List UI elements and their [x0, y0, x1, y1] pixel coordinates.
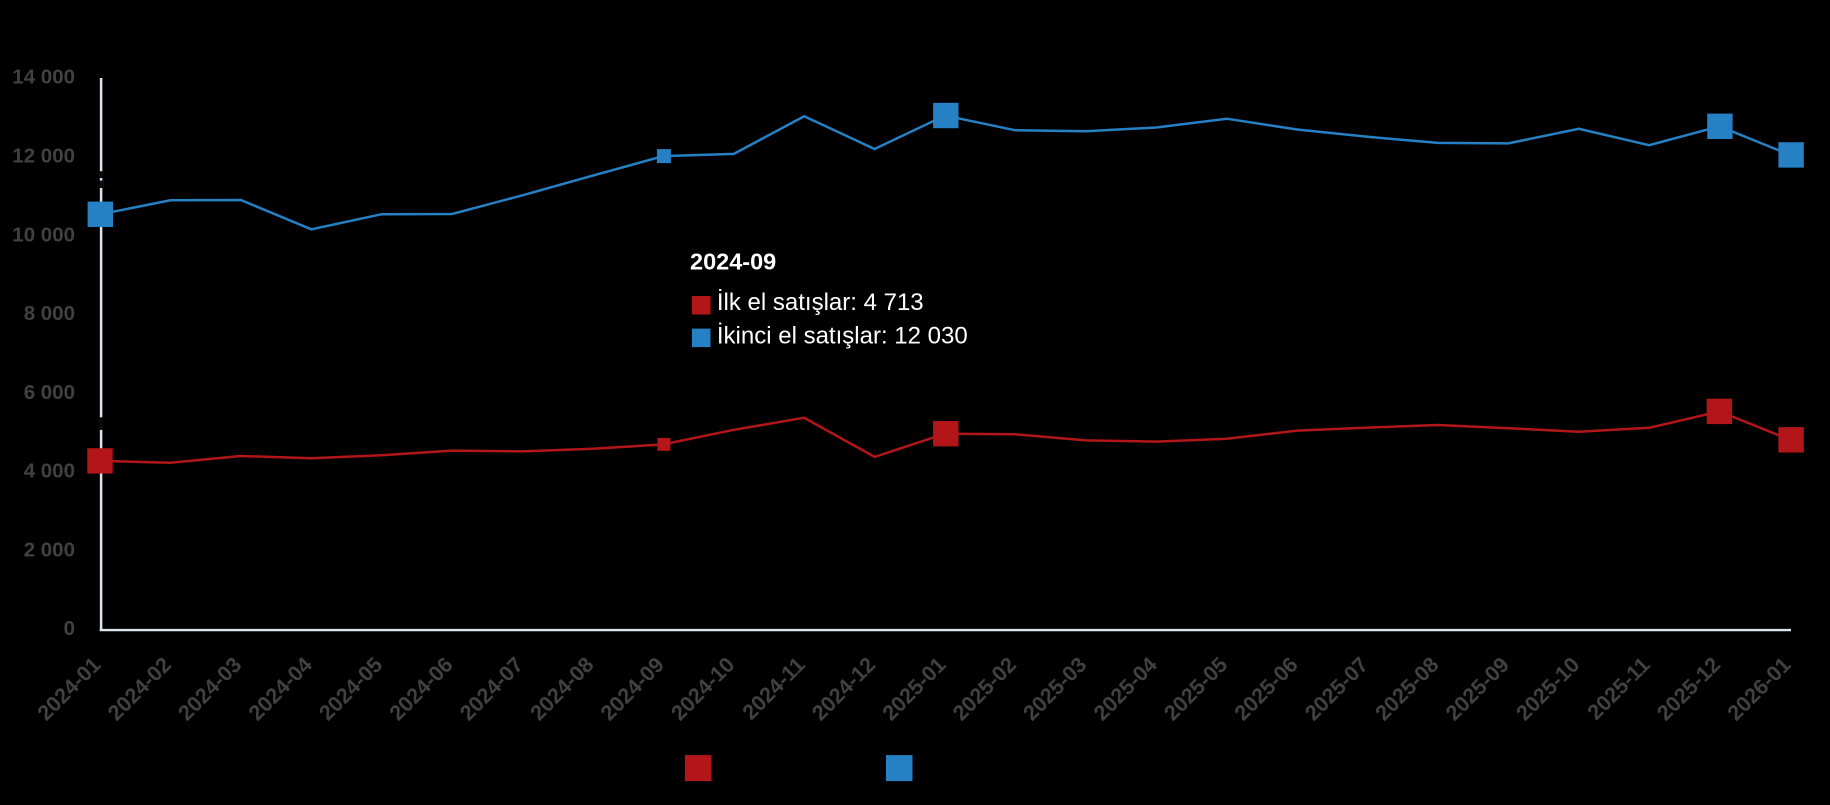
svg-text:2025-11: 2025-11	[1583, 653, 1655, 725]
svg-text:2025-12: 2025-12	[1652, 653, 1725, 726]
svg-text:6 000: 6 000	[24, 381, 75, 404]
svg-text:2024-02: 2024-02	[103, 653, 176, 726]
svg-text:2024-09: 2024-09	[596, 653, 669, 726]
svg-text:10 000: 10 000	[12, 223, 75, 246]
svg-text:2025-08: 2025-08	[1371, 653, 1444, 726]
svg-text:2024-06: 2024-06	[385, 653, 458, 726]
svg-text:4 000: 4 000	[24, 460, 75, 483]
svg-text:12 000: 12 000	[12, 145, 75, 168]
svg-text:2026-01: 2026-01	[1723, 653, 1796, 726]
svg-text:8 000: 8 000	[24, 302, 75, 325]
svg-text:2025-10: 2025-10	[1512, 653, 1585, 726]
svg-text:2024-10: 2024-10	[667, 653, 740, 726]
svg-text:2024-08: 2024-08	[526, 653, 599, 726]
svg-text:2024-09: 2024-09	[690, 249, 776, 275]
svg-text:İlk el satışlar: 4 713: İlk el satışlar: 4 713	[717, 289, 924, 316]
svg-text:2 000: 2 000	[24, 538, 75, 561]
svg-text:2025-02: 2025-02	[948, 653, 1021, 726]
svg-text:14 000: 14 000	[12, 66, 75, 89]
svg-text:2025-01: 2025-01	[878, 653, 951, 726]
svg-text:2024-12: 2024-12	[807, 653, 880, 726]
svg-text:2025-09: 2025-09	[1441, 653, 1514, 726]
svg-text:2025-05: 2025-05	[1159, 653, 1232, 726]
svg-text:2024-04: 2024-04	[244, 653, 317, 726]
svg-text:2024-07: 2024-07	[455, 653, 528, 726]
svg-text:2024-05: 2024-05	[314, 653, 387, 726]
svg-text:İkinci el satışlar: 12 030: İkinci el satışlar: 12 030	[717, 323, 968, 350]
svg-text:0: 0	[64, 617, 75, 640]
svg-text:2024-01: 2024-01	[33, 653, 106, 726]
svg-text:2025-06: 2025-06	[1230, 653, 1303, 726]
svg-text:2025-04: 2025-04	[1089, 653, 1162, 726]
svg-text:2025-07: 2025-07	[1300, 653, 1373, 726]
svg-text:2025-03: 2025-03	[1019, 653, 1092, 726]
svg-text:2024-03: 2024-03	[174, 653, 247, 726]
svg-text:2024-11: 2024-11	[738, 653, 810, 725]
